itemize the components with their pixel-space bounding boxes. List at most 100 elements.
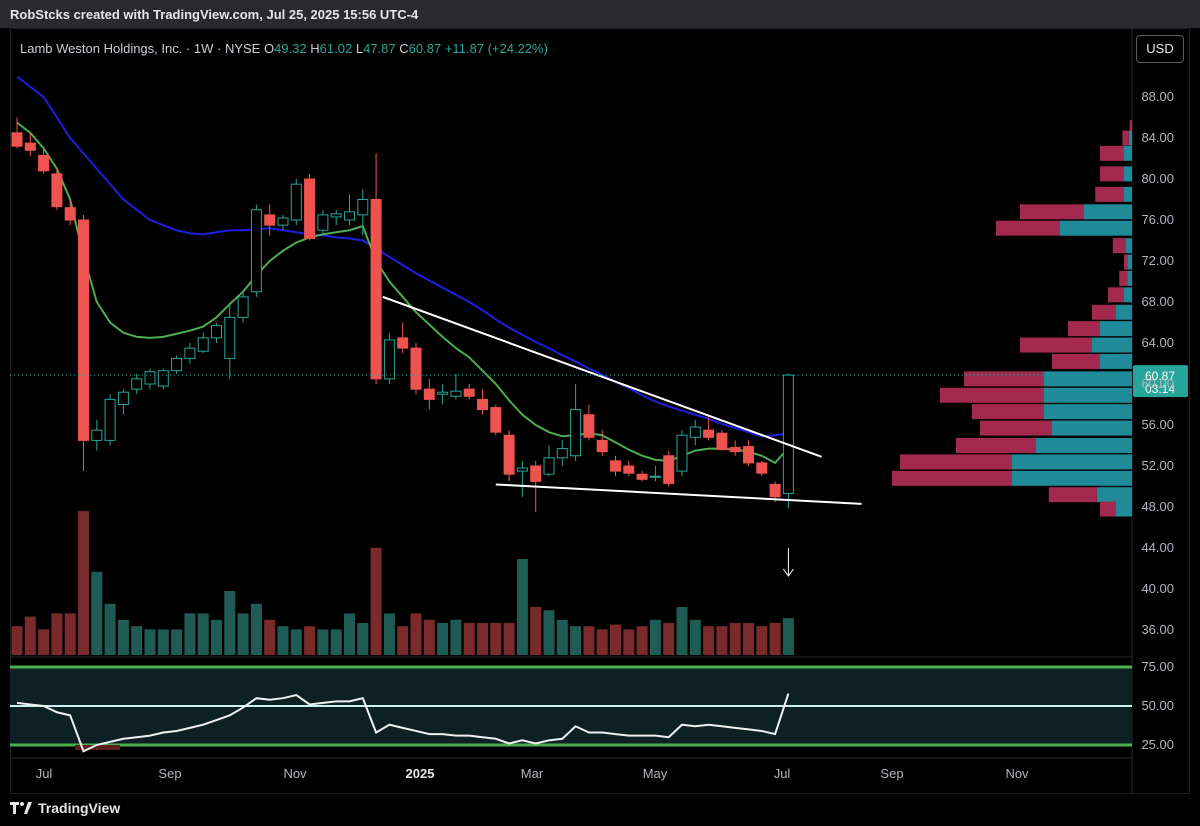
time-tick-label: Mar [521, 766, 544, 781]
tradingview-logo-icon [10, 802, 32, 814]
candle-body [543, 457, 555, 475]
time-tick-label: Nov [1005, 766, 1029, 781]
volume-profile-down-bar [1095, 186, 1124, 202]
volume-bar [756, 626, 768, 655]
volume-bar [410, 613, 422, 655]
volume-bar [131, 626, 143, 655]
price-tick-label: 36.00 [1141, 622, 1174, 637]
candle-body [304, 178, 316, 239]
volume-profile-up-bar [1092, 337, 1132, 353]
volume-profile-up-bar [1127, 270, 1132, 286]
volume-bar [490, 623, 502, 655]
candle-body [64, 207, 76, 221]
volume-profile-up-bar [1125, 238, 1132, 254]
open-label: O [263, 41, 275, 56]
price-tick-label: 80.00 [1141, 171, 1174, 186]
volume-bar [290, 629, 302, 655]
volume-profile-down-bar [1100, 166, 1124, 182]
volume-profile-down-bar [1122, 130, 1129, 146]
volume-bar [596, 629, 608, 655]
volume-bar [782, 618, 794, 655]
price-tick-label: 52.00 [1141, 458, 1174, 473]
candle-body [716, 432, 728, 451]
volume-profile-up-bar [1100, 321, 1132, 337]
candle-body [450, 390, 462, 397]
candle-body [623, 465, 635, 474]
volume-bar [663, 623, 675, 655]
volume-bar [530, 607, 542, 655]
volume-bar [64, 613, 76, 655]
change-value: +11.87 (+24.22%) [444, 41, 548, 56]
volume-bar [370, 547, 382, 655]
time-tick-label: 2025 [406, 766, 435, 781]
volume-bar [171, 629, 183, 655]
volume-bar [610, 624, 621, 655]
volume-bar [636, 626, 648, 655]
candle-body [24, 142, 36, 151]
ema-fast-line [16, 121, 790, 465]
price-tick-label: 68.00 [1141, 294, 1174, 309]
price-tick-label: 40.00 [1141, 581, 1174, 596]
header-bar: RobStcks created with TradingView.com, J… [0, 0, 1200, 28]
ema-slow-line [16, 75, 789, 438]
candle-body [556, 448, 568, 459]
volume-bar [397, 626, 409, 655]
volume-profile-up-bar [1052, 420, 1132, 436]
candle-body [769, 483, 781, 498]
volume-bar [437, 623, 449, 655]
volume-profile-up-bar [1100, 353, 1132, 369]
currency-button[interactable]: USD [1136, 35, 1184, 63]
candle-body [490, 407, 502, 433]
volume-profile-up-bar [1096, 487, 1132, 503]
price-tick-label: 76.00 [1141, 212, 1174, 227]
candle-body [78, 219, 89, 441]
candle-body [38, 154, 50, 172]
candle-body [290, 183, 302, 221]
volume-bar [477, 623, 488, 655]
volume-profile-down-bar [972, 404, 1044, 420]
volume-profile-down-bar [1020, 204, 1084, 220]
volume-profile-up-bar [1131, 120, 1132, 136]
rsi-tick-label: 50.00 [1141, 698, 1174, 713]
candle-body [423, 388, 435, 400]
time-tick-label: May [643, 766, 668, 781]
volume-bar [91, 571, 103, 655]
candle-body [477, 398, 488, 411]
candle-body [610, 460, 621, 472]
candle-body [410, 347, 422, 390]
volume-profile-down-bar [1068, 321, 1100, 337]
volume-bar [317, 629, 329, 655]
candle-body [184, 347, 196, 359]
volume-bar [383, 613, 395, 655]
candle-body [596, 439, 608, 453]
volume-bar [250, 603, 262, 655]
candle-body [211, 325, 222, 339]
volume-bar [450, 619, 462, 655]
rsi-line [16, 693, 790, 753]
volume-profile-up-bar [1127, 254, 1132, 270]
volume-bar [117, 619, 129, 655]
volume-profile-down-bar [1100, 145, 1124, 161]
volume-profile-down-bar [964, 371, 1044, 387]
volume-profile-down-bar [980, 420, 1052, 436]
candle-body [131, 378, 143, 390]
candle-body [583, 414, 595, 438]
low-value: 47.87 [363, 41, 396, 56]
volume-bar [24, 616, 36, 655]
candle-body [277, 217, 289, 226]
volume-profile-up-bar [1012, 454, 1132, 470]
arrow-annotation-head [782, 568, 794, 577]
volume-profile-down-bar [1112, 238, 1126, 254]
candle-body [397, 337, 409, 349]
candle-body [104, 398, 116, 441]
candle-body [224, 316, 236, 359]
volume-bar [583, 626, 595, 655]
volume-bar [729, 623, 741, 655]
volume-profile-up-bar [1124, 186, 1132, 202]
volume-profile-down-bar [1108, 287, 1124, 303]
close-value: 60.87 [408, 41, 442, 56]
last-price-badge [1133, 365, 1188, 398]
volume-profile-up-bar [1116, 501, 1132, 517]
candle-body [782, 374, 794, 494]
